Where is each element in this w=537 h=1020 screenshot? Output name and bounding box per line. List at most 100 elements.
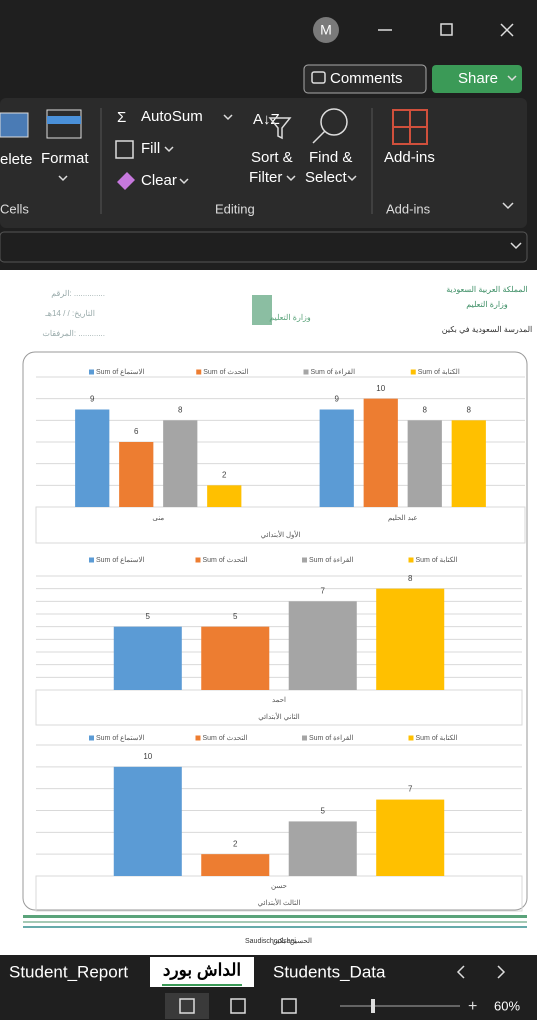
page-layout[interactable] — [230, 998, 246, 1014]
find-icon — [320, 108, 348, 136]
data-label: 2 — [233, 839, 238, 848]
footer-text: Saudischoolsbei — [245, 938, 296, 945]
clear-icon — [117, 172, 135, 190]
comment-icon — [311, 71, 326, 84]
sort-caret — [286, 175, 296, 182]
data-label: 8 — [178, 405, 183, 414]
formula-expand[interactable] — [510, 242, 522, 250]
legend-label: Sum of الكتابة — [416, 734, 458, 742]
legend-swatch — [195, 557, 201, 563]
sheet-tab[interactable]: Students_Data — [273, 962, 386, 981]
fill-button[interactable]: Fill — [141, 140, 160, 157]
data-label: 5 — [146, 612, 151, 621]
bar — [113, 626, 182, 690]
legend-swatch — [302, 557, 307, 563]
legend-swatch — [195, 735, 201, 741]
bar — [319, 409, 354, 507]
avatar[interactable] — [313, 17, 339, 43]
legend-label: Sum of الاستماع — [96, 734, 144, 742]
legend-swatch — [408, 557, 414, 563]
share-button[interactable] — [432, 65, 522, 93]
data-label: 10 — [376, 384, 385, 393]
ribbon-collapse[interactable] — [502, 202, 514, 210]
zoom-thumb[interactable] — [371, 999, 375, 1013]
addins-icon-grid — [393, 110, 427, 144]
share-label: Share — [458, 70, 498, 87]
bar — [363, 398, 398, 507]
comments-button[interactable] — [303, 64, 427, 94]
data-label: 2 — [222, 470, 227, 479]
zoom-level: 60% — [494, 998, 520, 1013]
autosum-button[interactable]: AutoSum — [141, 108, 203, 125]
legend-label: Sum of القراءة — [309, 556, 354, 564]
legend-label: Sum of التحدث — [203, 556, 248, 564]
bar — [119, 442, 154, 507]
footer-text: الحسين- بكين — [272, 937, 312, 945]
group-label: الأول الأبتدائي — [261, 529, 301, 539]
footer-stripe — [23, 921, 527, 923]
restore[interactable] — [440, 23, 453, 36]
bar — [201, 626, 270, 690]
header-right: المملكة العربية السعودية — [446, 285, 527, 294]
sheet-tab[interactable]: Student_Report — [9, 962, 128, 981]
sort-icon: A↓Z — [253, 111, 280, 128]
sheet-tab[interactable]: الداش بورد — [163, 960, 241, 980]
tab-prev[interactable] — [456, 965, 465, 979]
data-label: 5 — [321, 807, 326, 816]
tab-next[interactable] — [497, 965, 506, 979]
filter-button[interactable]: Filter — [249, 169, 282, 186]
legend-swatch — [196, 369, 202, 375]
category-axis-box — [35, 506, 526, 544]
data-label: 10 — [143, 752, 152, 761]
page-break[interactable] — [281, 998, 297, 1014]
data-label: 8 — [467, 405, 472, 414]
footer-stripe — [23, 915, 527, 918]
clear-button[interactable]: Clear — [141, 172, 177, 189]
fill-caret — [164, 146, 174, 153]
delete-icon — [0, 112, 29, 138]
bar — [376, 588, 445, 690]
filter-icon — [268, 117, 292, 140]
header-right: وزارة التعليم — [466, 300, 508, 309]
data-label: 5 — [233, 612, 238, 621]
category-axis-box — [35, 875, 523, 912]
find-button[interactable]: Find & — [309, 149, 352, 166]
active-tab[interactable] — [150, 957, 254, 987]
cells-group: Cells — [0, 201, 29, 216]
legend-label: Sum of الكتابة — [418, 368, 460, 376]
group-label: الثالث الأبتدائي — [258, 897, 301, 907]
legend-swatch — [408, 735, 414, 741]
data-label: 9 — [90, 395, 95, 404]
formula-bar[interactable] — [0, 231, 528, 263]
zoom-in[interactable]: + — [468, 998, 477, 1015]
legend-label: Sum of الاستماع — [96, 368, 144, 376]
normal-view[interactable] — [165, 993, 209, 1019]
status-bar — [0, 990, 537, 1020]
format-button[interactable]: Format — [41, 150, 89, 167]
bar — [376, 799, 445, 876]
category-label: منى — [152, 515, 164, 522]
bar — [201, 854, 270, 876]
bar — [288, 821, 357, 876]
delete-button[interactable]: elete — [0, 151, 33, 168]
header-left: المرفقات: ............ — [42, 329, 105, 338]
bar — [451, 420, 486, 507]
close[interactable] — [500, 23, 514, 37]
charts: Sum of الاستماع Sum of التحدث Sum of القرا… — [35, 368, 526, 912]
header-center: وزارة التعليم — [269, 313, 311, 322]
addins-button[interactable]: Add-ins — [384, 149, 435, 166]
ministry-logo — [252, 295, 272, 325]
data-label: 8 — [423, 405, 428, 414]
sort-button[interactable]: Sort & — [251, 149, 293, 166]
legend-swatch — [303, 369, 309, 375]
data-label: 9 — [335, 395, 340, 404]
category-axis-box — [35, 689, 523, 726]
normal-view-icon — [179, 998, 195, 1014]
format-icon-bar — [47, 116, 81, 124]
bar — [407, 420, 442, 507]
data-label: 6 — [134, 427, 139, 436]
category-label: احمد — [272, 696, 286, 704]
select-button[interactable]: Select — [305, 169, 348, 186]
clear-caret — [179, 178, 189, 185]
